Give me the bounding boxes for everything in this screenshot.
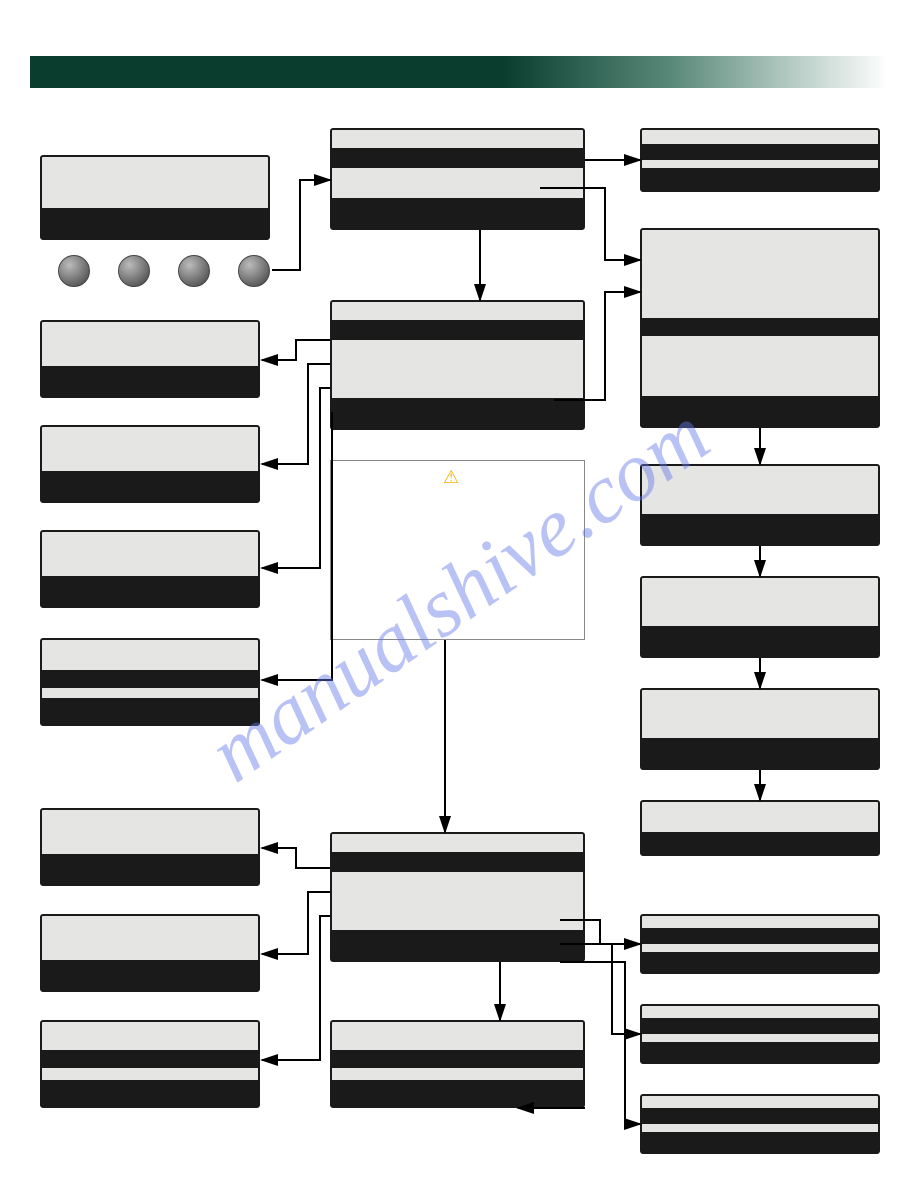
- screen-box-b_mid2: [330, 300, 585, 430]
- screen-box-b_r4: [640, 688, 880, 770]
- control-button-4[interactable]: [238, 255, 270, 287]
- screen-box-b_r5: [640, 800, 880, 856]
- screen-box-b_r2: [640, 464, 880, 546]
- screen-box-b_top_r: [640, 128, 880, 192]
- screen-box-b_l4: [40, 638, 260, 726]
- screen-box-b_bot_mid: [330, 1020, 585, 1108]
- warning-note-box: ⚠: [330, 460, 585, 640]
- screen-box-b_big_r: [640, 228, 880, 428]
- screen-box-b_r8: [640, 1094, 880, 1154]
- screen-box-b_r3: [640, 576, 880, 658]
- page: manualshive.com ⚠: [0, 0, 918, 1188]
- control-button-2[interactable]: [118, 255, 150, 287]
- header-gradient-bar: [30, 56, 888, 88]
- screen-box-b_r6: [640, 914, 880, 974]
- screen-box-b_r7: [640, 1004, 880, 1064]
- screen-box-b_l1: [40, 320, 260, 398]
- control-button-3[interactable]: [178, 255, 210, 287]
- screen-box-b_top_mid: [330, 128, 585, 230]
- screen-box-b_l6: [40, 914, 260, 992]
- screen-box-b_l3: [40, 530, 260, 608]
- control-button-1[interactable]: [58, 255, 90, 287]
- screen-box-b_mid3: [330, 832, 585, 962]
- screen-box-b_l7: [40, 1020, 260, 1108]
- screen-box-b_display: [40, 155, 270, 240]
- warning-icon: ⚠: [443, 467, 459, 488]
- screen-box-b_l5: [40, 808, 260, 886]
- screen-box-b_l2: [40, 425, 260, 503]
